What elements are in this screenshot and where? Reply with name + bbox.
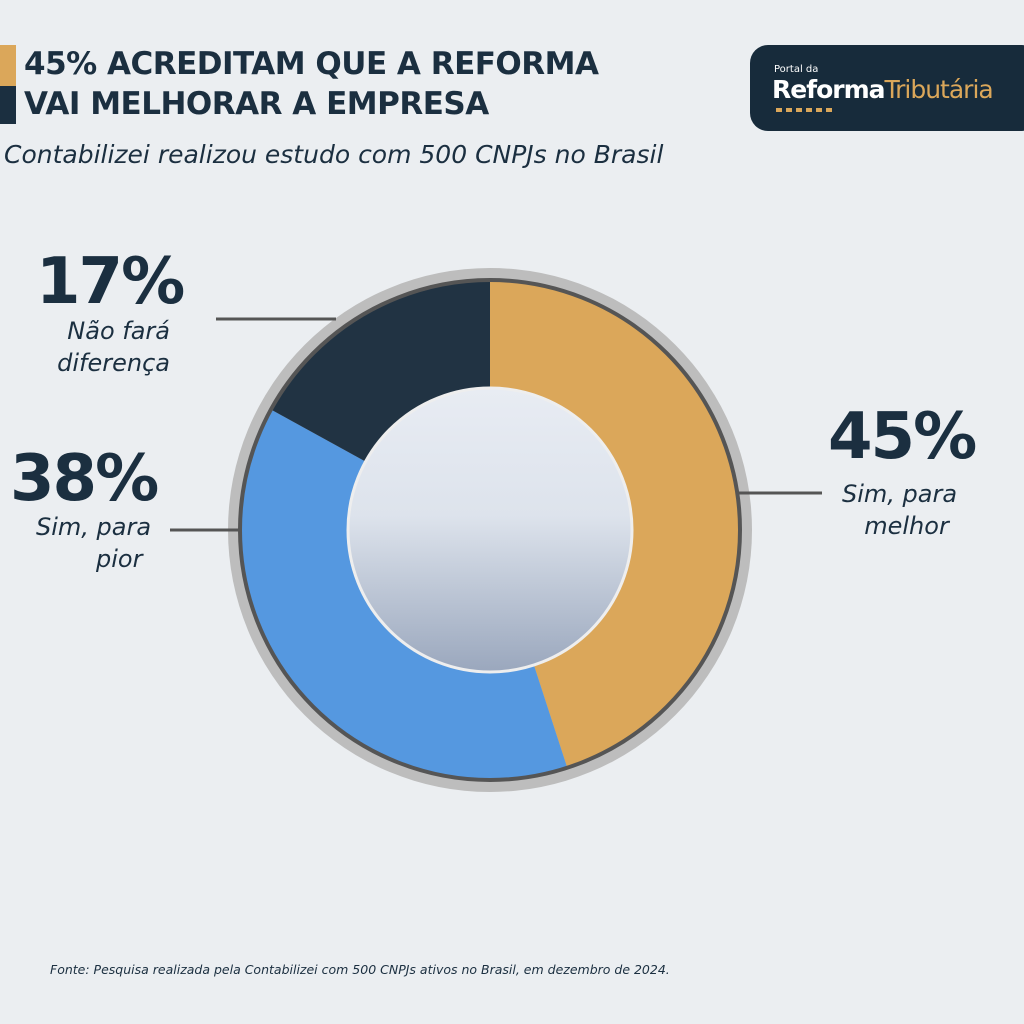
- label-line: pior: [96, 545, 143, 573]
- subtitle: Contabilizei realizou estudo com 500 CNP…: [4, 140, 664, 169]
- logo-word-1: Reforma: [772, 75, 886, 104]
- inner-circle: [346, 386, 634, 674]
- label-line: Não fará: [67, 317, 170, 345]
- label-line: Sim, para: [36, 513, 152, 541]
- value-label-diferenca: 17%: [36, 245, 185, 319]
- label-line: diferença: [57, 349, 170, 377]
- slice-label-pior: Sim, para pior: [36, 511, 151, 575]
- title-line-1: 45% ACREDITAM QUE A REFORMA: [24, 46, 599, 82]
- slice-label-diferenca: Não fará diferença: [36, 315, 170, 379]
- logo-text: ReformaTributária: [772, 75, 994, 104]
- logo: Portal da ReformaTributária: [750, 45, 1024, 131]
- title-accent-navy: [0, 86, 16, 124]
- value-label-pior: 38%: [10, 442, 159, 516]
- logo-dots: [776, 108, 836, 112]
- title-line-2: VAI MELHORAR A EMPRESA: [24, 86, 489, 122]
- slice-label-melhor: Sim, para melhor: [842, 478, 957, 542]
- page-title: 45% ACREDITAM QUE A REFORMA VAI MELHORAR…: [24, 44, 599, 124]
- label-line: Sim, para: [842, 480, 958, 508]
- source-note: Fonte: Pesquisa realizada pela Contabili…: [50, 962, 670, 977]
- label-line: melhor: [864, 512, 949, 540]
- title-accent-gold: [0, 45, 16, 86]
- logo-word-2: Tributária: [884, 75, 994, 104]
- value-label-melhor: 45%: [828, 400, 977, 474]
- logo-small-text: Portal da: [774, 64, 819, 75]
